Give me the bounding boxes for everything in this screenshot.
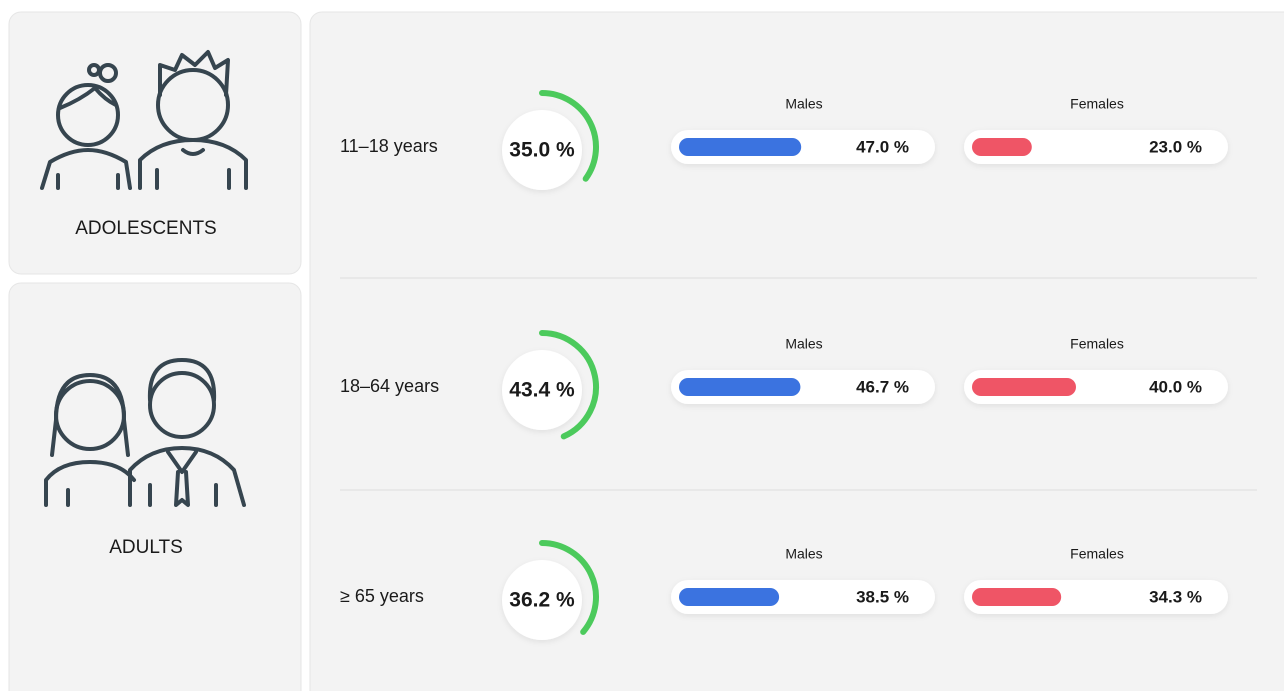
females-bar <box>972 588 1061 606</box>
females-value: 23.0 % <box>1149 137 1202 156</box>
males-value: 46.7 % <box>856 377 909 396</box>
females-bar <box>972 378 1076 396</box>
age-label: ≥ 65 years <box>340 586 424 606</box>
group-label: ADOLESCENTS <box>75 218 216 239</box>
females-value: 40.0 % <box>1149 377 1202 396</box>
total-value: 35.0 % <box>509 139 575 162</box>
total-value: 43.4 % <box>509 379 575 402</box>
males-bar <box>679 588 779 606</box>
females-value: 34.3 % <box>1149 587 1202 606</box>
males-bar <box>679 138 801 156</box>
males-label: Males <box>785 96 822 112</box>
group-label: ADULTS <box>109 537 183 558</box>
males-value: 38.5 % <box>856 587 909 606</box>
males-value: 47.0 % <box>856 137 909 156</box>
females-label: Females <box>1070 546 1124 562</box>
total-value: 36.2 % <box>509 589 575 612</box>
age-label: 18–64 years <box>340 376 439 396</box>
card <box>9 283 301 691</box>
females-label: Females <box>1070 336 1124 352</box>
page: {"groups":[{"label":"ADOLESCENTS"},{"lab… <box>0 0 1284 691</box>
dashboard: ADOLESCENTS ADULTS 11–18 years 35.0 % Male… <box>0 0 1284 691</box>
females-label: Females <box>1070 96 1124 112</box>
age-label: 11–18 years <box>340 136 438 156</box>
males-label: Males <box>785 336 822 352</box>
females-bar <box>972 138 1032 156</box>
males-label: Males <box>785 546 822 562</box>
males-bar <box>679 378 800 396</box>
